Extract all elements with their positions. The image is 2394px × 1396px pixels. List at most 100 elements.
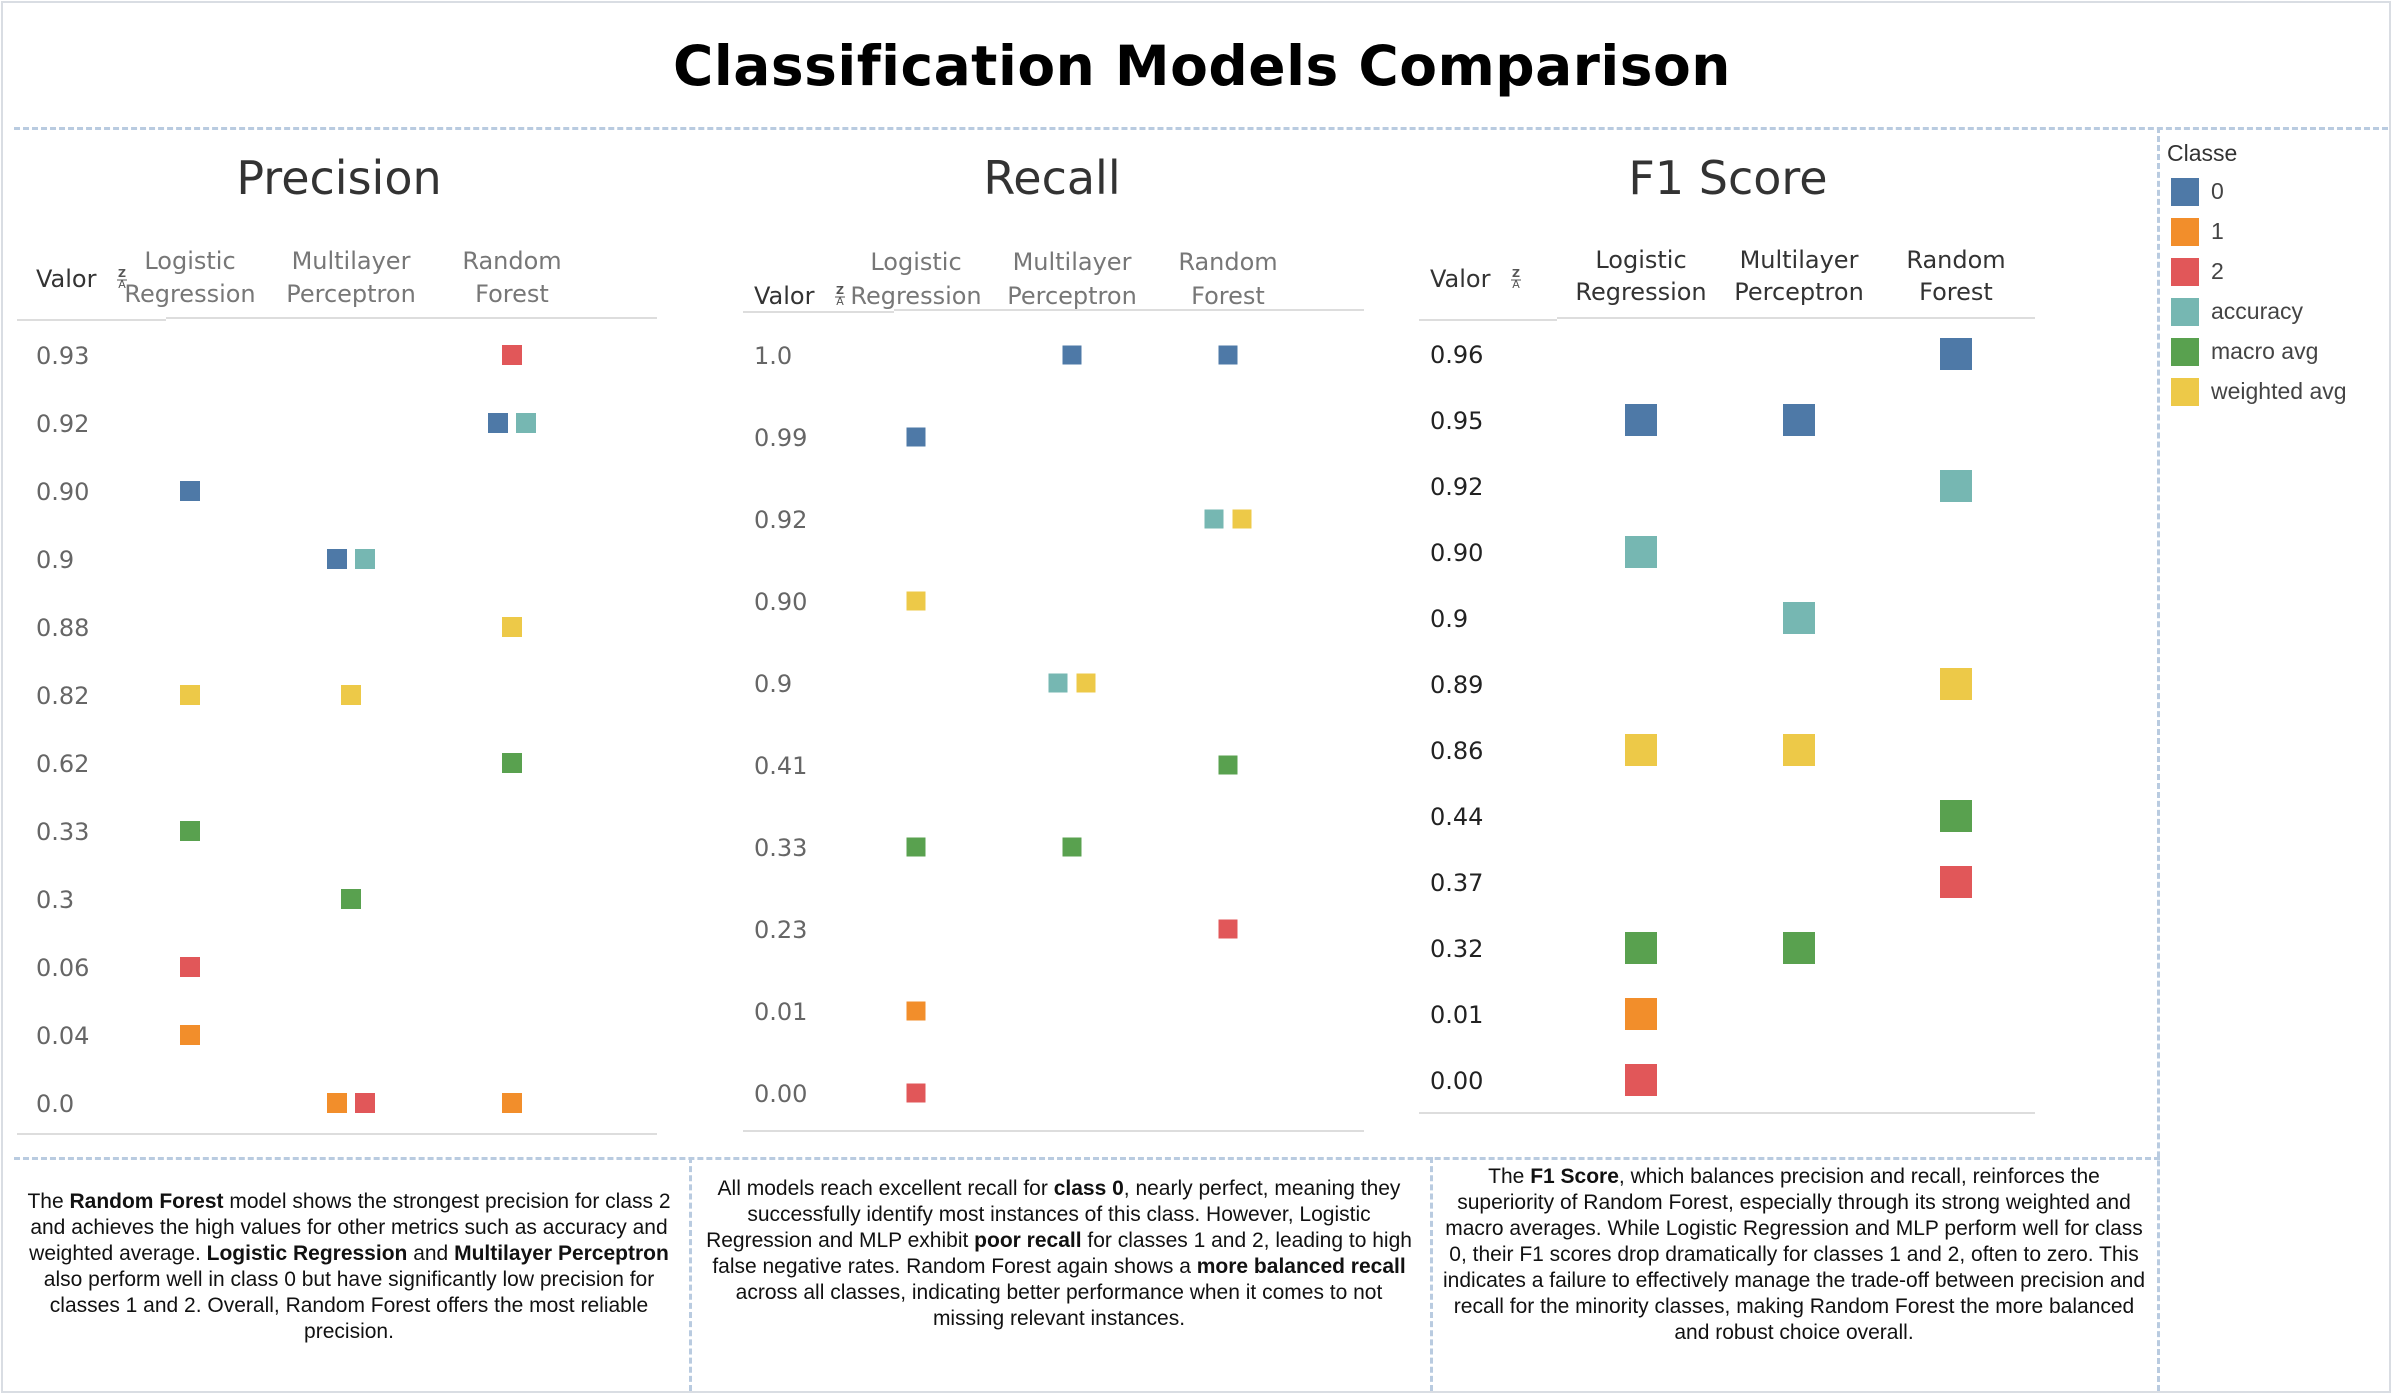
row-label: 0.93 (36, 342, 89, 370)
mark-logistic-regression-class-0[interactable] (1625, 404, 1657, 436)
mark-multilayer-perceptron-class-1[interactable] (327, 1093, 347, 1113)
mark-random-forest-class-macro-avg[interactable] (1218, 755, 1238, 775)
legend-swatch (2171, 378, 2199, 406)
row-label: 0.23 (754, 916, 807, 944)
mark-random-forest-class-2[interactable] (1218, 919, 1238, 939)
mark-logistic-regression-class-2[interactable] (906, 1083, 926, 1103)
sort-icon[interactable]: ZA (835, 284, 845, 308)
mark-multilayer-perceptron-class-weighted-avg[interactable] (1783, 734, 1815, 766)
legend-title: Classe (2167, 140, 2238, 166)
legend-swatch (2171, 298, 2199, 326)
mark-logistic-regression-class-1[interactable] (180, 1025, 200, 1045)
svg-text:Z: Z (836, 284, 844, 297)
row-label: 0.90 (36, 478, 89, 506)
mark-random-forest-class-0[interactable] (1940, 338, 1972, 370)
mark-random-forest-class-weighted-avg[interactable] (1232, 509, 1252, 529)
f1-commentary: The F1 Score, which balances precision a… (1443, 1165, 2145, 1344)
mark-logistic-regression-class-0[interactable] (906, 427, 926, 447)
mark-multilayer-perceptron-class-macro-avg[interactable] (1062, 837, 1082, 857)
legend-divider (2157, 127, 2160, 1391)
row-label: 0.06 (36, 954, 89, 982)
row-label: 0.00 (754, 1080, 807, 1108)
mark-multilayer-perceptron-class-accuracy[interactable] (355, 549, 375, 569)
row-label: 0.88 (36, 614, 89, 642)
legend-label: 1 (2211, 218, 2224, 244)
legend-swatch (2171, 178, 2199, 206)
row-label: 0.92 (36, 410, 89, 438)
row-label: 0.92 (1430, 473, 1483, 501)
mark-multilayer-perceptron-class-2[interactable] (355, 1093, 375, 1113)
row-label: 0.90 (754, 588, 807, 616)
y-field-label: Valor (36, 265, 97, 293)
column-header-logistic-regression: Logistic Regression (1575, 246, 1706, 306)
row-label: 0.44 (1430, 803, 1483, 831)
mark-logistic-regression-class-weighted-avg[interactable] (1625, 734, 1657, 766)
mark-random-forest-class-weighted-avg[interactable] (1940, 668, 1972, 700)
row-label: 0.37 (1430, 869, 1483, 897)
mark-logistic-regression-class-macro-avg[interactable] (180, 821, 200, 841)
chart-title: F1 Score (1628, 151, 1827, 205)
mark-logistic-regression-class-2[interactable] (180, 957, 200, 977)
legend-label: 0 (2211, 178, 2224, 204)
notes-divider-2 (1430, 1157, 1433, 1391)
mark-logistic-regression-class-2[interactable] (1625, 1064, 1657, 1096)
row-label: 0.00 (1430, 1067, 1483, 1095)
column-header-random-forest: Random Forest (1178, 248, 1277, 310)
row-label: 0.99 (754, 424, 807, 452)
mark-multilayer-perceptron-class-weighted-avg[interactable] (1076, 673, 1096, 693)
mark-multilayer-perceptron-class-macro-avg[interactable] (341, 889, 361, 909)
row-label: 0.9 (1430, 605, 1468, 633)
column-header-logistic-regression: Logistic Regression (850, 248, 981, 310)
mark-random-forest-class-accuracy[interactable] (516, 413, 536, 433)
mark-logistic-regression-class-1[interactable] (1625, 998, 1657, 1030)
precision-commentary: The Random Forest model shows the strong… (27, 1190, 671, 1343)
mark-random-forest-class-weighted-avg[interactable] (502, 617, 522, 637)
sort-icon[interactable]: ZA (117, 267, 127, 291)
column-header-logistic-regression: Logistic Regression (124, 247, 255, 308)
column-header-multilayer-perceptron: Multilayer Perceptron (1734, 246, 1864, 306)
mark-random-forest-class-2[interactable] (1940, 866, 1972, 898)
mark-multilayer-perceptron-class-0[interactable] (327, 549, 347, 569)
sort-icon[interactable]: ZA (1511, 267, 1521, 291)
chart-title: Precision (236, 151, 441, 205)
row-label: 0.01 (1430, 1001, 1483, 1029)
mark-random-forest-class-1[interactable] (502, 1093, 522, 1113)
dashboard-title: Classification Models Comparison (673, 34, 1731, 98)
mark-multilayer-perceptron-class-weighted-avg[interactable] (341, 685, 361, 705)
mark-logistic-regression-class-weighted-avg[interactable] (180, 685, 200, 705)
mark-logistic-regression-class-accuracy[interactable] (1625, 536, 1657, 568)
mark-random-forest-class-accuracy[interactable] (1940, 470, 1972, 502)
mark-logistic-regression-class-macro-avg[interactable] (1625, 932, 1657, 964)
mark-multilayer-perceptron-class-macro-avg[interactable] (1783, 932, 1815, 964)
row-label: 0.33 (36, 818, 89, 846)
row-label: 0.62 (36, 750, 89, 778)
mark-multilayer-perceptron-class-0[interactable] (1062, 345, 1082, 365)
legend-swatch (2171, 218, 2199, 246)
mark-random-forest-class-macro-avg[interactable] (1940, 800, 1972, 832)
recall-commentary: All models reach excellent recall for cl… (706, 1177, 1412, 1330)
mark-logistic-regression-class-1[interactable] (906, 1001, 926, 1021)
mark-logistic-regression-class-macro-avg[interactable] (906, 837, 926, 857)
row-label: 0.96 (1430, 341, 1483, 369)
mark-multilayer-perceptron-class-0[interactable] (1783, 404, 1815, 436)
mark-logistic-regression-class-weighted-avg[interactable] (906, 591, 926, 611)
mark-logistic-regression-class-0[interactable] (180, 481, 200, 501)
mark-random-forest-class-0[interactable] (1218, 345, 1238, 365)
row-label: 1.0 (754, 342, 792, 370)
row-label: 0.92 (754, 506, 807, 534)
legend-label: accuracy (2211, 298, 2304, 324)
legend-label: 2 (2211, 258, 2224, 284)
mark-random-forest-class-0[interactable] (488, 413, 508, 433)
mark-random-forest-class-2[interactable] (502, 345, 522, 365)
mark-random-forest-class-accuracy[interactable] (1204, 509, 1224, 529)
mark-multilayer-perceptron-class-accuracy[interactable] (1783, 602, 1815, 634)
row-label: 0.86 (1430, 737, 1483, 765)
y-field-label: Valor (1430, 265, 1491, 293)
mark-random-forest-class-macro-avg[interactable] (502, 753, 522, 773)
legend-label: weighted avg (2211, 378, 2347, 404)
svg-text:A: A (1512, 278, 1520, 291)
mark-multilayer-perceptron-class-accuracy[interactable] (1048, 673, 1068, 693)
title-divider (14, 127, 2388, 130)
svg-text:Z: Z (1512, 267, 1520, 280)
